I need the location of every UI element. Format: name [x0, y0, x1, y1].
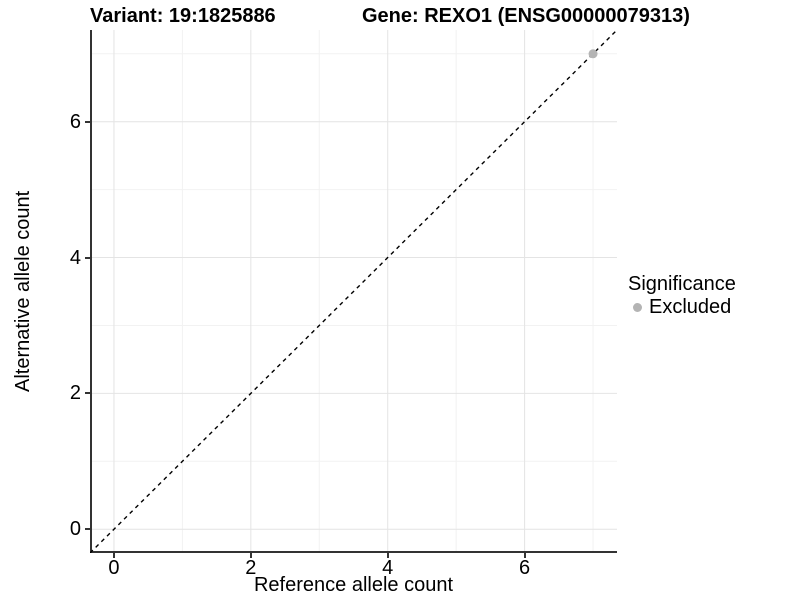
plot-panel	[90, 30, 617, 553]
y-tick-mark	[85, 528, 90, 531]
y-tick-mark	[85, 120, 90, 123]
gene-title: Gene: REXO1 (ENSG00000079313)	[362, 5, 690, 27]
y-tick-label: 0	[69, 518, 81, 541]
plot-canvas	[90, 30, 617, 553]
excluded-point-swatch	[633, 302, 642, 312]
x-tick-label: 2	[245, 557, 257, 579]
identity-line	[90, 30, 617, 553]
legend: Significance Excluded	[628, 272, 736, 318]
y-tick-label: 6	[69, 110, 81, 133]
x-tick-label: 4	[382, 557, 394, 579]
variant-title: Variant: 19:1825886	[90, 5, 276, 27]
y-tick-label: 4	[69, 246, 81, 269]
x-tick-mark	[523, 553, 526, 558]
y-tick-label: 2	[69, 382, 81, 405]
y-axis-title: Alternative allele count	[12, 190, 34, 393]
x-tick-mark	[112, 553, 115, 558]
x-tick-mark	[386, 553, 389, 558]
x-tick-mark	[249, 553, 252, 558]
x-tick-label: 6	[519, 557, 531, 579]
data-point-excluded	[588, 49, 598, 59]
x-tick-label: 0	[108, 557, 120, 579]
y-tick-mark	[85, 392, 90, 395]
legend-entry-excluded: Excluded	[628, 296, 736, 318]
legend-title: Significance	[628, 273, 736, 295]
x-axis-title: Reference allele count	[253, 574, 453, 596]
legend-entry-label: Excluded	[649, 296, 732, 318]
y-tick-mark	[85, 256, 90, 259]
